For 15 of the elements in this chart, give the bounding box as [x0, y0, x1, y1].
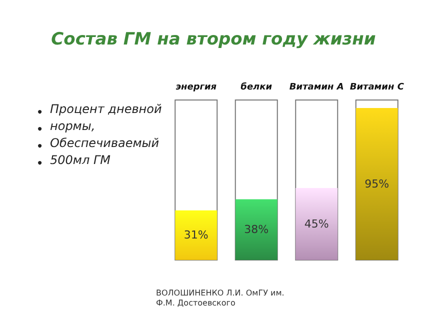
- text: 500мл ГМ: [50, 153, 112, 167]
- data-label: 95%: [364, 178, 390, 190]
- x-tick-label: белки: [240, 82, 273, 92]
- text: Процент дневной: [50, 102, 162, 116]
- text: ВОЛОШИНЕНКО Л.И. ОмГУ им. Ф.М. Достоевского: [156, 288, 284, 308]
- data-label: 45%: [304, 218, 329, 230]
- x-tick-label: Витамин С: [350, 82, 404, 92]
- chart-title: Состав ГМ на втором году жизни: [51, 30, 376, 50]
- data-label: 31%: [184, 228, 208, 242]
- x-tick-label: энергия: [176, 82, 217, 92]
- x-tick-label: Витамин А: [289, 82, 344, 92]
- bar: [175, 210, 218, 260]
- text: нормы,: [50, 119, 96, 133]
- text: Обеспечиваемый: [50, 136, 160, 150]
- data-label: 38%: [244, 223, 269, 236]
